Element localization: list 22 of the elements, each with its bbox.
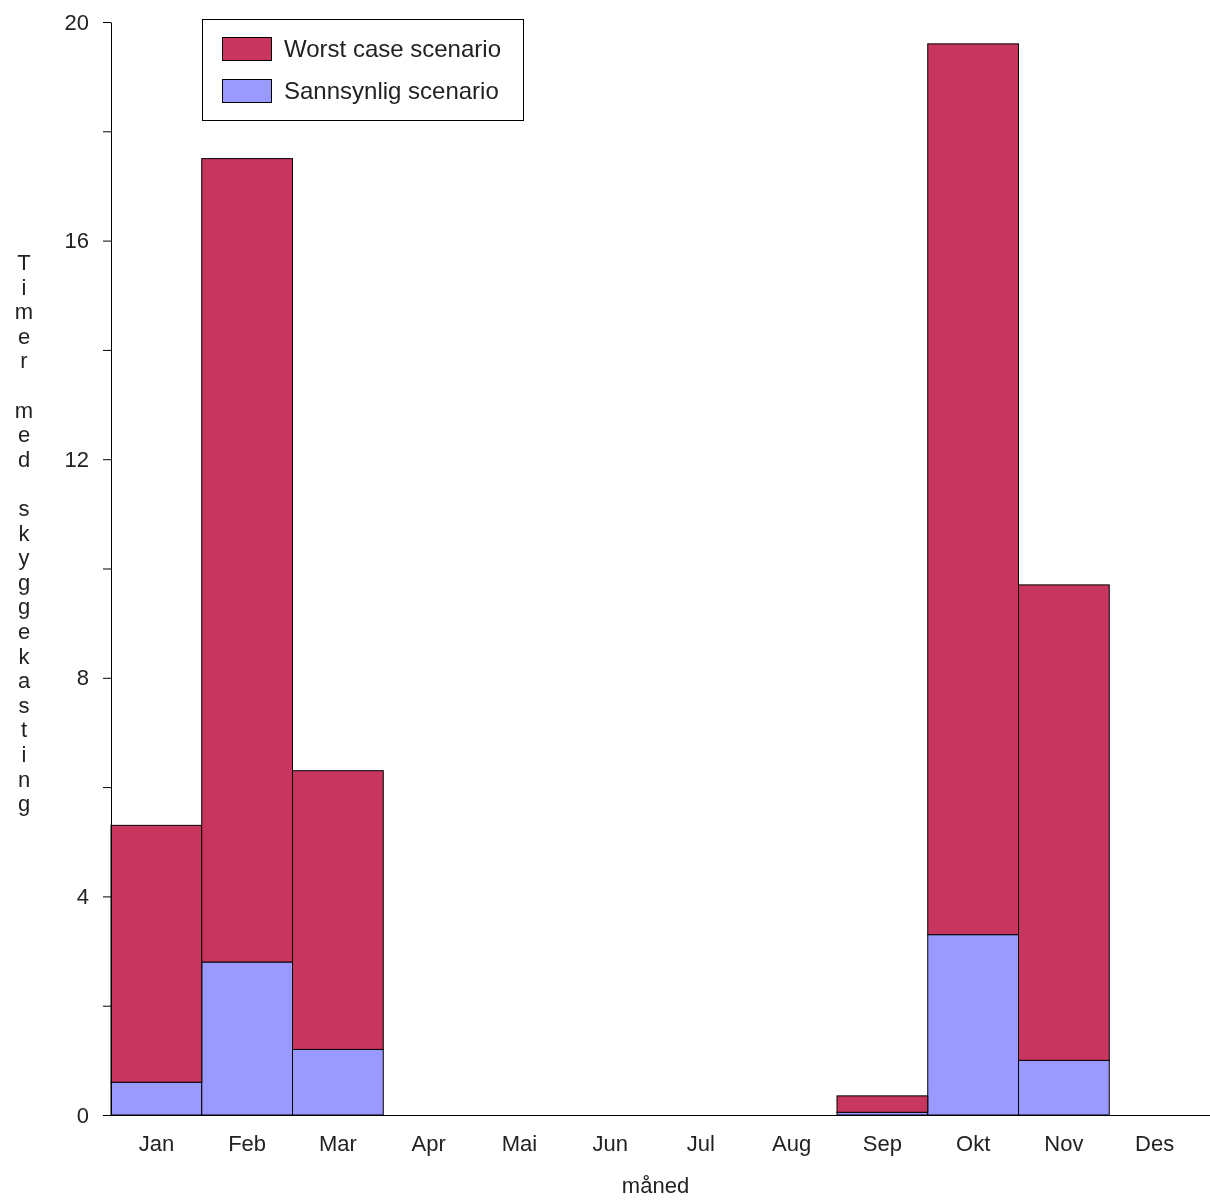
legend-label: Sannsynlig scenario [284, 77, 499, 105]
y-tick-label: 20 [64, 9, 89, 35]
x-tick-label: Des [1135, 1131, 1175, 1156]
y-tick-label: 8 [76, 665, 89, 691]
y-tick-label: 16 [64, 228, 89, 254]
x-tick-label: Jul [686, 1131, 715, 1156]
x-tick-label: Aug [772, 1131, 812, 1156]
x-tick-label: Jun [592, 1131, 628, 1156]
y-tick-label: 12 [64, 446, 89, 472]
x-tick-label: Sep [862, 1131, 902, 1156]
x-axis-title: måned [621, 1173, 690, 1198]
y-tick-label: 4 [76, 883, 89, 909]
x-tick-label: Mai [501, 1131, 538, 1156]
legend-label: Worst case scenario [284, 35, 501, 63]
x-tick-label: Apr [411, 1131, 446, 1156]
x-tick-label: Mar [318, 1131, 357, 1156]
text: Timer med skyggekasting [14, 250, 34, 817]
x-tick-label: Feb [228, 1131, 267, 1156]
y-tick-label: 0 [76, 1102, 89, 1128]
x-tick-label: Jan [138, 1131, 175, 1156]
x-tick-label: Okt [956, 1131, 991, 1156]
x-tick-label: Nov [1044, 1131, 1084, 1156]
